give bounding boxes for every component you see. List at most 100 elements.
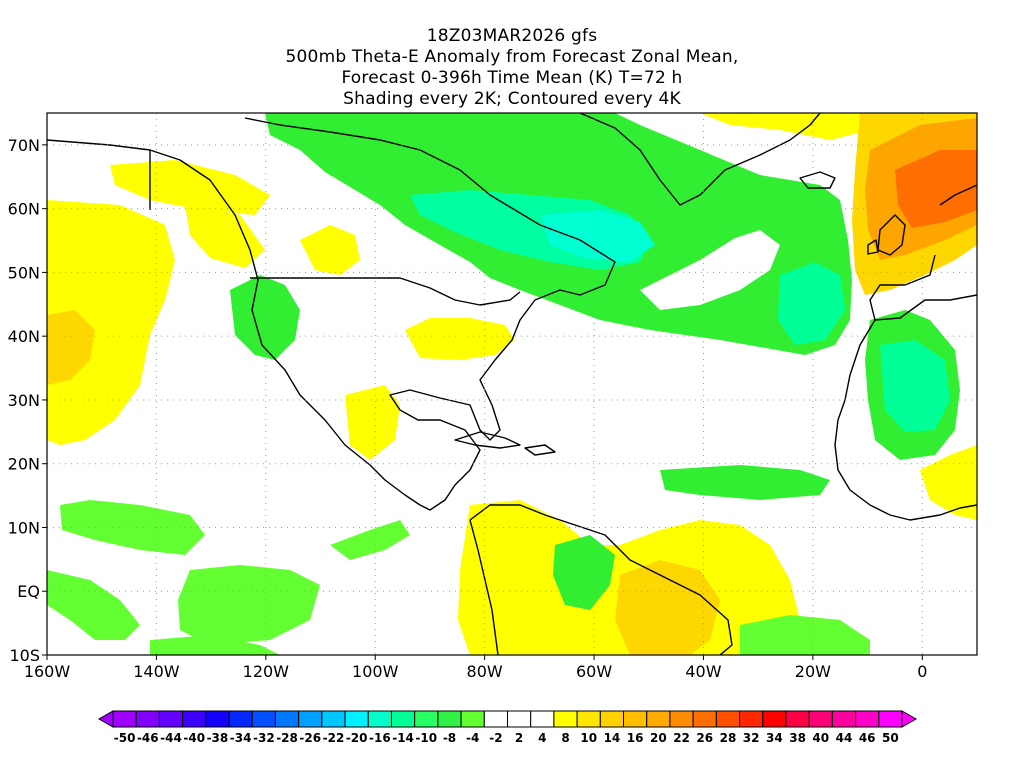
colorbar-label: -14: [392, 731, 414, 745]
colorbar-swatch: [623, 710, 648, 728]
colorbar-swatch: [344, 710, 369, 728]
colorbar-swatch: [669, 710, 694, 728]
region-east-pacific-warm: [47, 200, 175, 445]
colorbar-label: 14: [604, 731, 621, 745]
colorbar-swatch: [785, 710, 810, 728]
title-line-1: 18Z03MAR2026 gfs: [426, 26, 598, 46]
colorbar-label: 46: [859, 731, 876, 745]
coastline-cuba: [454, 431, 521, 449]
region-subtropical-atlantic-cold: [660, 465, 830, 500]
map-frame: [46, 112, 978, 656]
colorbar-label: -32: [253, 731, 275, 745]
coastline-africa: [834, 319, 977, 521]
title-line-2: 500mb Theta-E Anomaly from Forecast Zona…: [285, 47, 739, 67]
coastline-greenland: [579, 113, 821, 206]
colorbar-swatch: [692, 710, 717, 728]
colorbar-swatch: [553, 710, 578, 728]
lon-label: 20W: [795, 662, 831, 681]
colorbar-swatch: [251, 710, 276, 728]
colorbar-swatch: [646, 710, 671, 728]
colorbar-label: -46: [137, 731, 159, 745]
coastline-south-america: [469, 504, 733, 655]
colorbar-label: -28: [276, 731, 298, 745]
colorbar-label: 10: [580, 731, 597, 745]
lon-label: 140W: [133, 662, 180, 681]
colorbar: -50 -46 -44 -40 -38 -34 -32 -28 -26 -22 -20 -16 -14-…: [97, 710, 918, 745]
coastline-us-border: [250, 277, 521, 306]
colorbar-swatch: [715, 710, 741, 728]
colorbar-label: 32: [743, 731, 760, 745]
title-line-3: Forecast 0-396h Time Mean (K) T=72 h: [341, 68, 683, 88]
colorbar-swatch: [414, 710, 439, 728]
colorbar-swatch: [437, 710, 462, 728]
lat-label: 70N: [8, 136, 40, 155]
colorbar-swatch: [878, 710, 903, 728]
lon-label: 80W: [467, 662, 503, 681]
lat-label: 20N: [8, 455, 40, 474]
colorbar-swatch: [576, 710, 601, 728]
colorbar-label: -34: [230, 731, 252, 745]
colorbar-label: 38: [789, 731, 806, 745]
colorbar-swatch: [483, 710, 509, 728]
lat-lon-grid: [47, 113, 977, 655]
lat-label: 30N: [8, 391, 40, 410]
colorbar-swatch: [182, 710, 207, 728]
lat-label: 60N: [8, 200, 40, 219]
lat-label: EQ: [17, 582, 40, 601]
colorbar-swatch: [855, 710, 880, 728]
region-south-pacific-cold: [150, 635, 280, 655]
lon-label: 40W: [685, 662, 721, 681]
lat-label: 50N: [8, 263, 40, 282]
colorbar-swatch: [460, 710, 485, 728]
lon-label: 60W: [576, 662, 612, 681]
colorbar-swatch: [739, 710, 764, 728]
region-south-atlantic-cold: [740, 615, 870, 655]
colorbar-label: -16: [369, 731, 391, 745]
region-tropical-pacific-cold-4: [330, 520, 410, 560]
lon-label: 120W: [243, 662, 290, 681]
colorbar-swatch: [808, 710, 833, 728]
region-hudson-bay-cold-core: [540, 210, 655, 262]
colorbar-label: 28: [720, 731, 737, 745]
colorbar-swatch: [599, 710, 625, 728]
colorbar-swatch: [367, 710, 392, 728]
colorbar-label: -8: [443, 731, 456, 745]
lat-label: 10S: [9, 646, 40, 665]
colorbar-label: 8: [561, 731, 569, 745]
colorbar-swatch: [135, 710, 160, 728]
colorbar-swatch: [321, 710, 346, 728]
colorbar-swatch: [507, 710, 532, 728]
colorbar-max-arrow: [901, 710, 918, 728]
title-line-4: Shading every 2K; Contoured every 4K: [343, 89, 681, 109]
colorbar-swatch: [228, 710, 253, 728]
region-sw-us-warm: [300, 225, 360, 275]
colorbar-label: 50: [882, 731, 899, 745]
coastline-iceland: [799, 171, 836, 189]
colorbar-label: 34: [766, 731, 783, 745]
map-plot-area: [47, 113, 977, 655]
colorbar-swatch: [112, 710, 137, 728]
colorbar-min-arrow: [97, 710, 114, 728]
colorbar-swatch: [205, 710, 230, 728]
coastline-british-isles: [867, 214, 906, 256]
colorbar-label: 2: [515, 731, 523, 745]
colorbar-label: -2: [489, 731, 502, 745]
colorbar-label: -40: [183, 731, 205, 745]
colorbar-label: 44: [836, 731, 853, 745]
colorbar-swatch: [831, 710, 857, 728]
colorbar-swatch: [274, 710, 300, 728]
lat-label: 10N: [8, 518, 40, 537]
colorbar-label: -26: [299, 731, 321, 745]
coastline-hispaniola: [524, 444, 556, 456]
region-gulf-alaska-warm: [185, 205, 265, 268]
region-west-europe-warm-core: [895, 150, 977, 228]
longitude-labels: 160W 140W 120W 100W 80W 60W 40W 20W 0: [24, 655, 927, 681]
region-north-atlantic-cold-core: [778, 262, 845, 345]
region-sahel-warm: [920, 445, 977, 520]
colorbar-swatch: [298, 710, 323, 728]
colorbar-label: -10: [415, 731, 437, 745]
colorbar-label: 4: [538, 731, 546, 745]
coastline-europe: [869, 184, 977, 321]
colorbar-swatch: [158, 710, 184, 728]
